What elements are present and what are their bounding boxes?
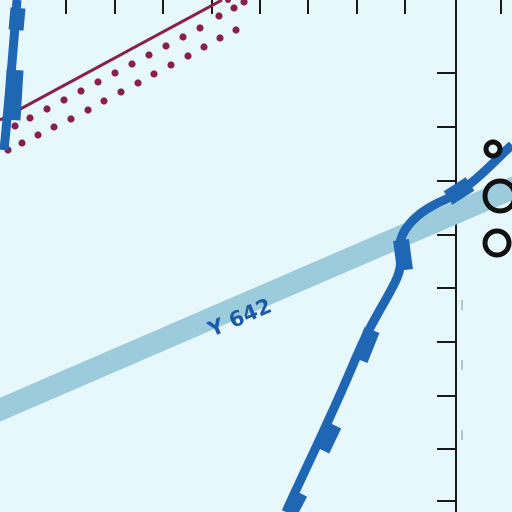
fir-boundary-left xyxy=(0,0,26,151)
restricted-area-boundary xyxy=(0,0,248,154)
airway-y642 xyxy=(0,176,512,422)
navaid-symbol-icon xyxy=(482,139,512,258)
top-grid-ticks xyxy=(17,0,502,14)
meridian-line xyxy=(437,0,457,512)
fir-boundary-main xyxy=(281,141,512,512)
